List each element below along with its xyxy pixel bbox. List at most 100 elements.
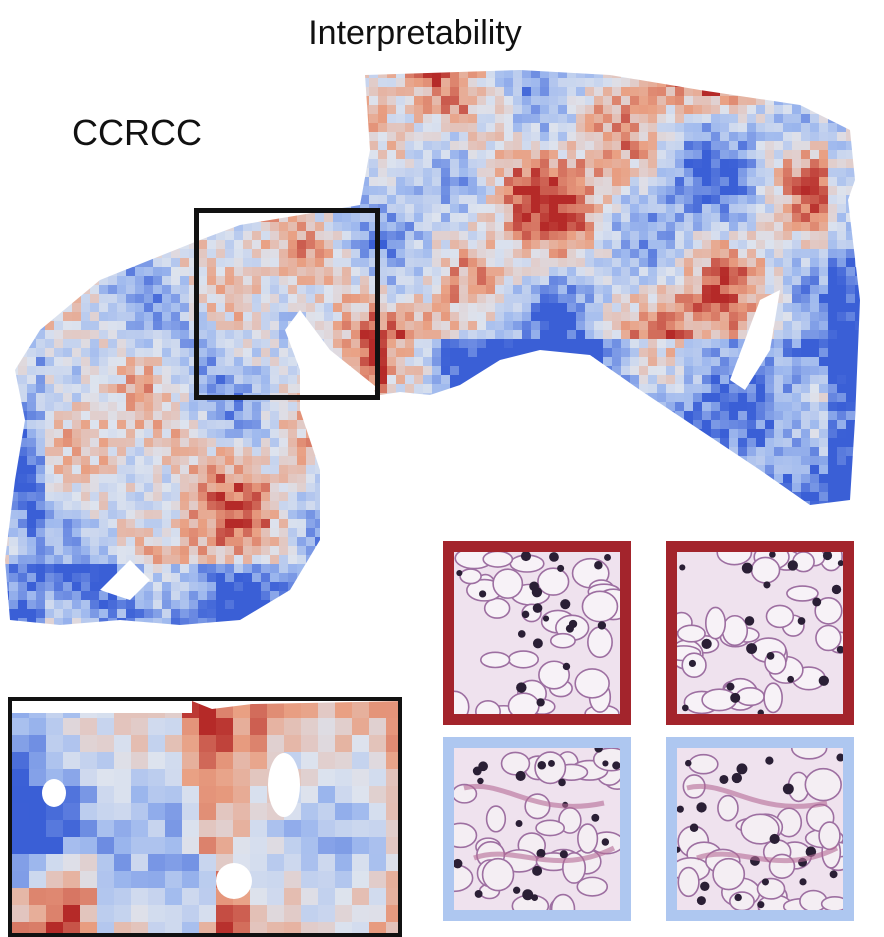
- heatmap-cell: [810, 96, 819, 105]
- heatmap-cell: [36, 105, 45, 114]
- heatmap-cell: [585, 321, 594, 330]
- heatmap-cell: [99, 150, 108, 159]
- heatmap-cell: [495, 393, 504, 402]
- heatmap-cell: [630, 330, 639, 339]
- heatmap-cell: [423, 204, 432, 213]
- heatmap-cell: [117, 258, 126, 267]
- heatmap-cell: [441, 213, 450, 222]
- heatmap-cell: [423, 420, 432, 429]
- heatmap-cell: [27, 465, 36, 474]
- heatmap-cell: [765, 195, 774, 204]
- heatmap-cell: [639, 70, 648, 78]
- heatmap-cell: [162, 384, 171, 393]
- heatmap-cell: [873, 330, 882, 339]
- heatmap-cell: [5, 105, 9, 114]
- heatmap-cell: [405, 276, 414, 285]
- heatmap-cell: [468, 294, 477, 303]
- heatmap-cell: [243, 366, 252, 375]
- heatmap-cell: [720, 114, 729, 123]
- heatmap-cell: [351, 483, 360, 492]
- heatmap-cell: [189, 123, 198, 132]
- heatmap-cell: [612, 411, 621, 420]
- heatmap-cell: [720, 456, 729, 465]
- heatmap-cell: [9, 150, 18, 159]
- heatmap-cell: [342, 222, 351, 231]
- heatmap-cell: [27, 132, 36, 141]
- heatmap-cell: [72, 393, 81, 402]
- heatmap-cell: [504, 393, 513, 402]
- heatmap-cell: [90, 294, 99, 303]
- heatmap-cell: [9, 222, 18, 231]
- heatmap-cell: [180, 258, 189, 267]
- heatmap-cell: [36, 339, 45, 348]
- heatmap-cell: [423, 474, 432, 483]
- heatmap-cell: [531, 114, 540, 123]
- heatmap-cell: [396, 231, 405, 240]
- heatmap-cell: [81, 420, 90, 429]
- heatmap-cell: [639, 366, 648, 375]
- heatmap-cell: [252, 159, 261, 168]
- heatmap-cell: [477, 330, 486, 339]
- heatmap-cell: [171, 132, 180, 141]
- heatmap-cell: [711, 78, 720, 87]
- heatmap-cell: [648, 348, 657, 357]
- heatmap-cell: [837, 483, 846, 492]
- heatmap-cell: [495, 267, 504, 276]
- heatmap-cell: [441, 411, 450, 420]
- heatmap-cell: [63, 186, 72, 195]
- heatmap-cell: [855, 330, 860, 339]
- heatmap-cell: [243, 465, 252, 474]
- heatmap-cell: [684, 429, 693, 438]
- heatmap-cell: [171, 465, 180, 474]
- heatmap-cell: [684, 213, 693, 222]
- heatmap-cell: [531, 168, 540, 177]
- heatmap-cell: [423, 339, 432, 348]
- heatmap-cell: [765, 60, 774, 69]
- heatmap-cell: [153, 258, 162, 267]
- heatmap-cell: [558, 429, 567, 438]
- heatmap-cell: [531, 384, 540, 393]
- heatmap-cell: [495, 294, 504, 303]
- heatmap-cell: [378, 510, 387, 519]
- heatmap-cell: [810, 105, 819, 114]
- heatmap-cell: [441, 294, 450, 303]
- heatmap-cell: [504, 258, 513, 267]
- heatmap-cell: [819, 96, 828, 105]
- heatmap-cell: [351, 168, 360, 177]
- heatmap-cell: [513, 402, 522, 411]
- heatmap-cell: [873, 348, 882, 357]
- heatmap-cell: [27, 87, 36, 96]
- heatmap-cell: [549, 366, 558, 375]
- heatmap-cell: [297, 186, 306, 195]
- heatmap-cell: [414, 447, 423, 456]
- heatmap-cell: [747, 141, 756, 150]
- heatmap-cell: [198, 132, 207, 141]
- heatmap-cell: [837, 177, 846, 186]
- heatmap-cell: [171, 510, 180, 519]
- heatmap-cell: [837, 285, 846, 294]
- heatmap-cell: [171, 402, 180, 411]
- heatmap-cell: [747, 87, 756, 96]
- heatmap-cell: [468, 375, 477, 384]
- heatmap-cell: [162, 501, 171, 510]
- heatmap-cell: [405, 240, 414, 249]
- heatmap-cell: [432, 276, 441, 285]
- heatmap-cell: [549, 204, 558, 213]
- heatmap-cell: [18, 375, 27, 384]
- heatmap-cell: [54, 330, 63, 339]
- heatmap-cell: [576, 465, 585, 474]
- heatmap-cell: [522, 78, 531, 87]
- heatmap-cell: [612, 159, 621, 168]
- heatmap-cell: [27, 429, 36, 438]
- heatmap-cell: [90, 357, 99, 366]
- heatmap-cell: [81, 294, 90, 303]
- heatmap-cell: [864, 402, 873, 411]
- heatmap-cell: [873, 114, 882, 123]
- heatmap-cell: [450, 123, 459, 132]
- heatmap-cell: [594, 258, 603, 267]
- heatmap-cell: [801, 447, 810, 456]
- heatmap-cell: [324, 402, 333, 411]
- heatmap-cell: [648, 501, 657, 510]
- heatmap-cell: [594, 438, 603, 447]
- heatmap-cell: [27, 303, 36, 312]
